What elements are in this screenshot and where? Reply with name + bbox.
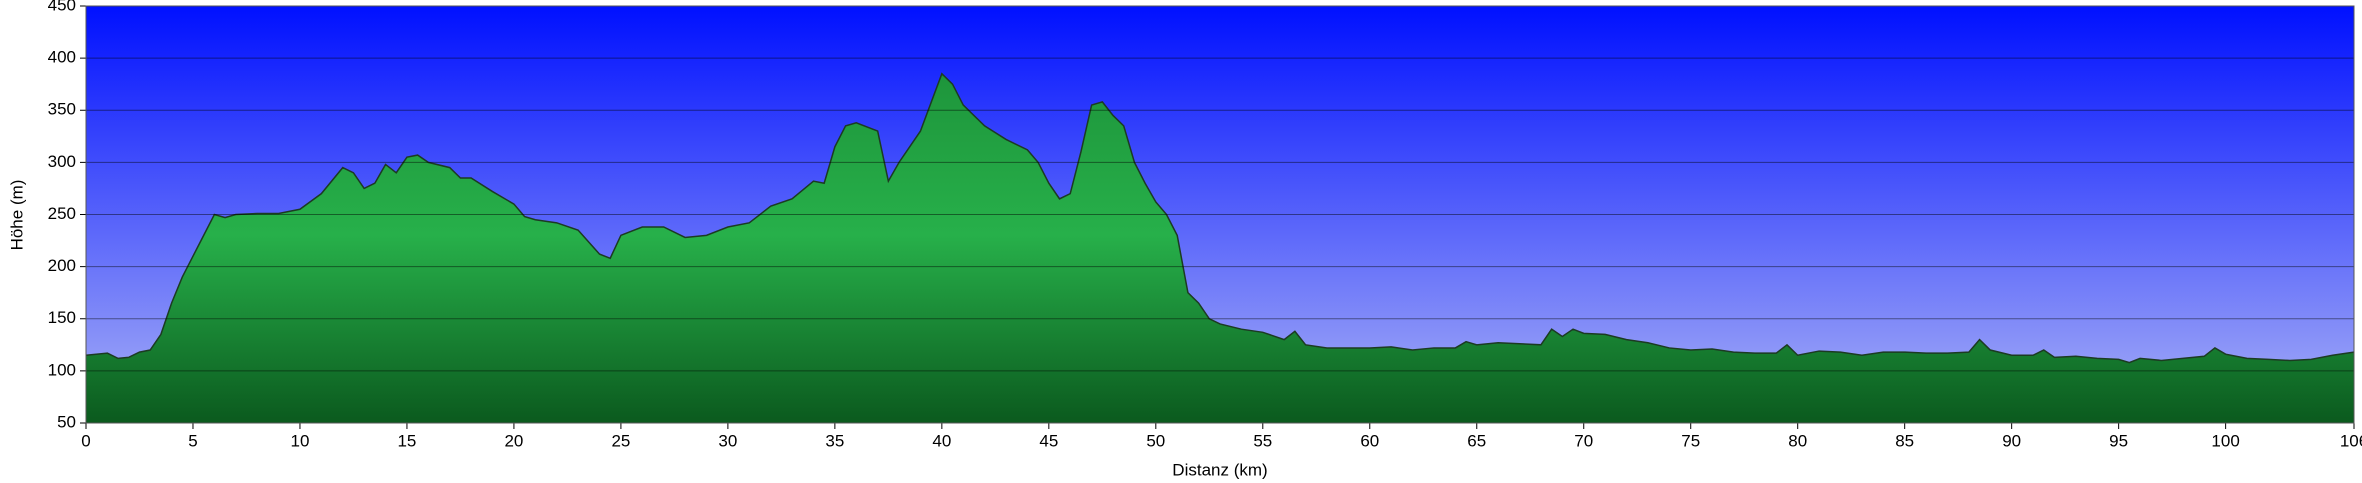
x-tick-label: 5 <box>188 431 197 450</box>
x-tick-label: 55 <box>1253 431 1272 450</box>
x-tick-label: 10 <box>291 431 310 450</box>
x-tick-label: 20 <box>504 431 523 450</box>
x-tick-label: 45 <box>1039 431 1058 450</box>
y-tick-label: 50 <box>57 412 76 431</box>
x-tick-label: 0 <box>81 431 90 450</box>
elevation-area <box>86 73 2354 423</box>
elevation-line <box>85 72 2355 364</box>
y-axis-label: Höhe (m) <box>7 180 26 251</box>
x-tick-label: 80 <box>1788 431 1807 450</box>
x-tick-label: 100 <box>2211 431 2239 450</box>
x-tick-label: 95 <box>2109 431 2128 450</box>
x-tick-label: 70 <box>1574 431 1593 450</box>
x-tick-label: 35 <box>825 431 844 450</box>
y-tick-label: 100 <box>48 360 76 379</box>
x-tick-label: 40 <box>932 431 951 450</box>
y-tick-label: 350 <box>48 100 76 119</box>
x-tick-label: 85 <box>1895 431 1914 450</box>
y-tick-label: 250 <box>48 204 76 223</box>
y-tick-label: 200 <box>48 256 76 275</box>
x-tick-label: 90 <box>2002 431 2021 450</box>
y-tick-label: 400 <box>48 48 76 67</box>
plot-frame <box>85 5 2355 424</box>
x-axis-label: Distanz (km) <box>1172 460 1267 479</box>
y-tick-label: 450 <box>48 0 76 14</box>
x-tick-label: 65 <box>1467 431 1486 450</box>
x-tick-label: 25 <box>611 431 630 450</box>
y-tick-label: 150 <box>48 308 76 327</box>
x-tick-label: 75 <box>1681 431 1700 450</box>
x-tick-label: 15 <box>397 431 416 450</box>
x-tick-label: 50 <box>1146 431 1165 450</box>
x-tick-label: 30 <box>718 431 737 450</box>
y-tick-label: 300 <box>48 152 76 171</box>
x-tick-label: 60 <box>1360 431 1379 450</box>
x-tick-label: 106 <box>2340 431 2362 450</box>
